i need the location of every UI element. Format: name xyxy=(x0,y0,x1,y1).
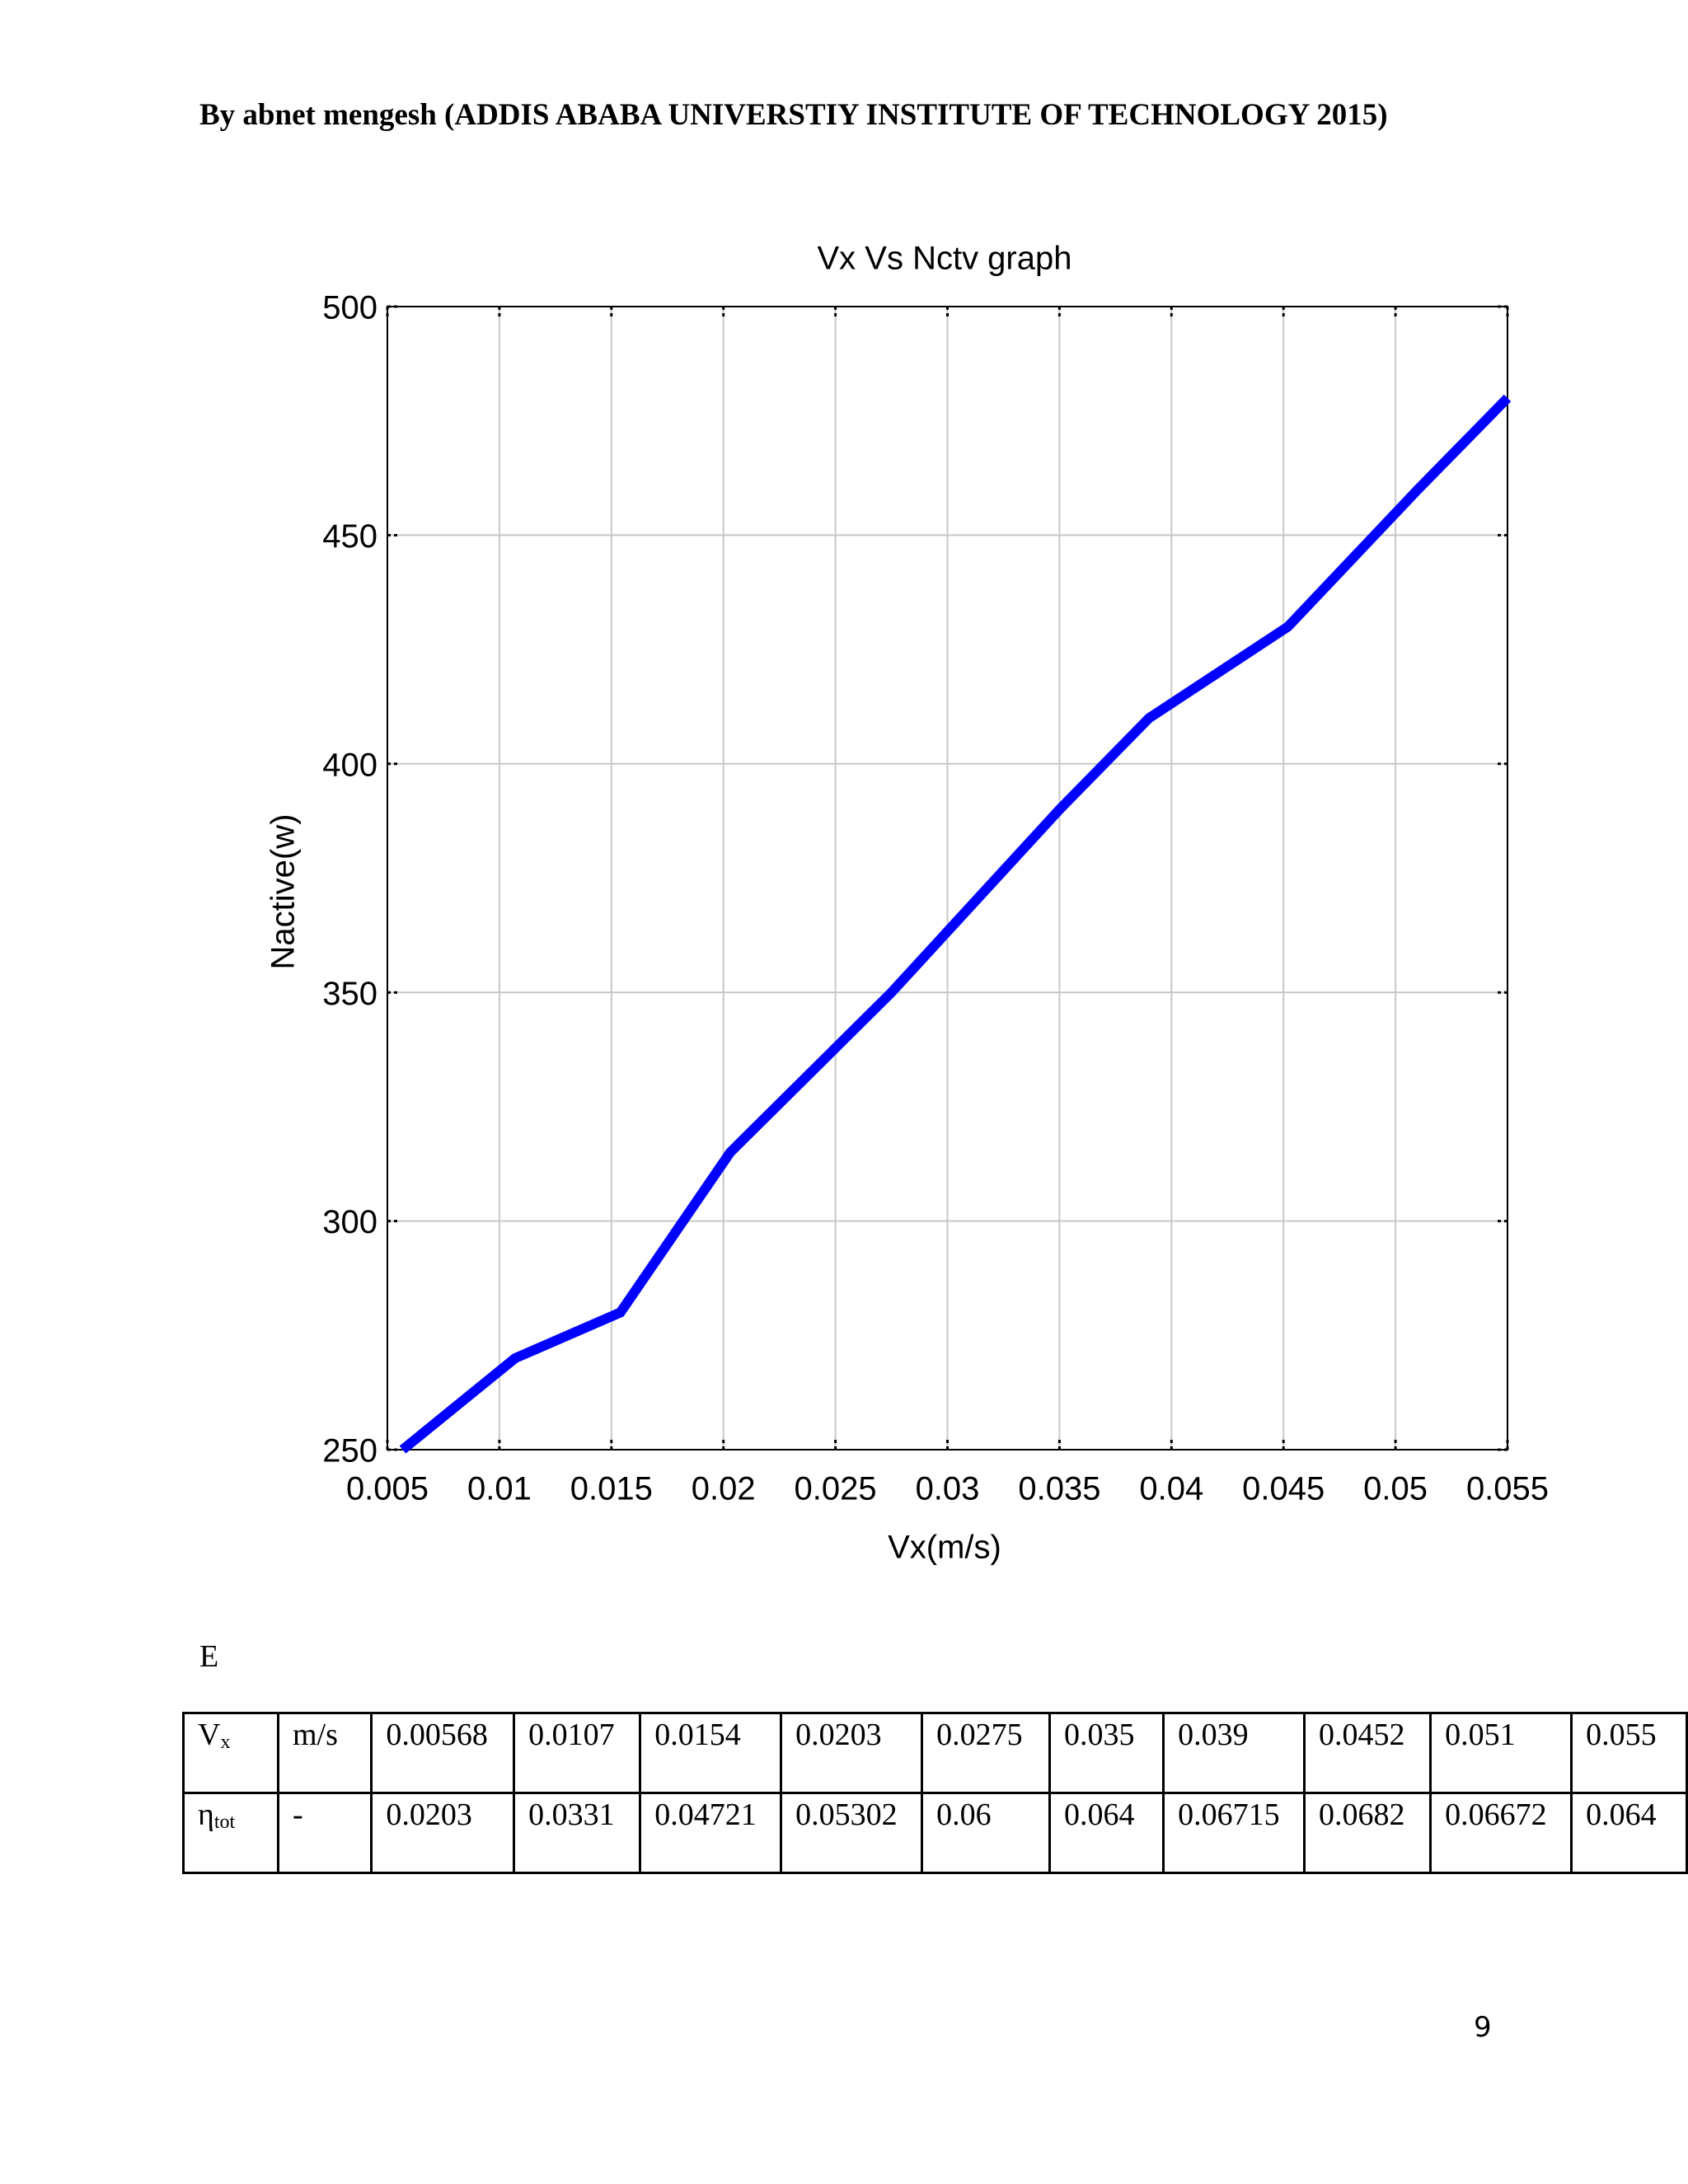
table-cell: 0.0154 xyxy=(639,1712,783,1794)
header: By abnet mengesh (ADDIS ABABA UNIVERSTIY… xyxy=(199,98,1388,132)
table-cell: 0.06715 xyxy=(1162,1792,1306,1874)
section-label: E xyxy=(199,1639,219,1674)
table-cell: ηtot xyxy=(182,1792,279,1874)
y-tick-label: 250 xyxy=(322,1433,377,1469)
x-tick-label: 0.02 xyxy=(692,1471,756,1507)
table-cell: 0.0107 xyxy=(513,1712,642,1794)
x-tick-label: 0.05 xyxy=(1363,1471,1428,1507)
data-line xyxy=(399,394,1512,1454)
chart: Vx Vs Nctv graph Vx(m/s) Nactive(w) 0.00… xyxy=(265,241,1549,1566)
table-cell: 0.035 xyxy=(1048,1712,1165,1794)
table-cell: 0.055 xyxy=(1570,1712,1688,1794)
table-cell: 0.0682 xyxy=(1302,1792,1432,1874)
y-tick-label: 400 xyxy=(322,747,377,783)
table-cell: 0.0331 xyxy=(513,1792,642,1874)
x-tick-label: 0.04 xyxy=(1139,1471,1203,1507)
x-tick-label: 0.03 xyxy=(916,1471,980,1507)
y-tick-label: 500 xyxy=(322,290,377,326)
table-cell: 0.06672 xyxy=(1429,1792,1573,1874)
table-cell: Vx xyxy=(182,1712,279,1794)
table-cell: 0.039 xyxy=(1162,1712,1306,1794)
symbol: η xyxy=(198,1797,214,1832)
x-tick-label: 0.01 xyxy=(467,1471,532,1507)
page-number: 9 xyxy=(1474,2011,1492,2044)
y-tick-label: 350 xyxy=(322,976,377,1012)
table-cell: m/s xyxy=(276,1712,373,1794)
chart-title: Vx Vs Nctv graph xyxy=(817,241,1071,277)
table-cell: 0.06 xyxy=(921,1792,1052,1874)
x-tick-label: 0.025 xyxy=(795,1471,877,1507)
table-cell: 0.051 xyxy=(1429,1712,1573,1794)
x-tick-label: 0.035 xyxy=(1018,1471,1100,1507)
table-cell: 0.0452 xyxy=(1302,1712,1432,1794)
table-cell: 0.05302 xyxy=(780,1792,924,1874)
table-cell: 0.0203 xyxy=(370,1792,516,1874)
x-tick-label: 0.015 xyxy=(570,1471,653,1507)
table-cell: 0.0203 xyxy=(780,1712,924,1794)
x-tick-label: 0.055 xyxy=(1466,1471,1549,1507)
table-cell: 0.00568 xyxy=(370,1712,516,1794)
table-cell: 0.064 xyxy=(1048,1792,1165,1874)
data-table: Vx m/s 0.00568 0.0107 0.0154 0.0203 0.0275 0.03… xyxy=(182,1712,1688,1874)
x-axis-label: Vx(m/s) xyxy=(888,1530,1001,1566)
plot-frame xyxy=(387,306,1508,1451)
symbol: V xyxy=(198,1718,221,1752)
table-cell: 0.064 xyxy=(1570,1792,1688,1874)
x-tick-label: 0.045 xyxy=(1242,1471,1325,1507)
table-row: ηtot -0.0203 0.0331 0.04721 0.05302 0.06 0.064… xyxy=(182,1792,1688,1874)
table-cell: 0.04721 xyxy=(639,1792,783,1874)
subscript: x xyxy=(220,1732,231,1753)
subscript: tot xyxy=(213,1811,236,1833)
y-tick-label: 450 xyxy=(322,518,377,555)
table-cell: 0.0275 xyxy=(921,1712,1052,1794)
y-axis-label: Nactive(w) xyxy=(265,814,302,970)
x-tick-label: 0.005 xyxy=(346,1471,429,1507)
table-cell: - xyxy=(276,1792,373,1874)
table-row: Vx m/s 0.00568 0.0107 0.0154 0.0203 0.0275 0.03… xyxy=(182,1712,1688,1794)
y-tick-label: 300 xyxy=(322,1204,377,1240)
